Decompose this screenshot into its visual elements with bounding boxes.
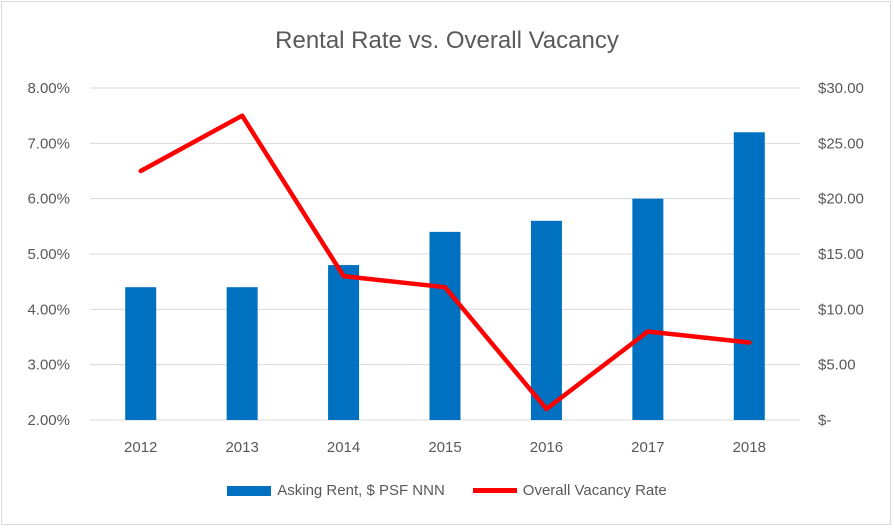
legend-swatch-bar (227, 485, 272, 496)
x-tick-label: 2016 (530, 439, 563, 456)
x-tick-label: 2012 (124, 439, 157, 456)
x-tick-label: 2015 (428, 439, 461, 456)
bar-asking-rent (328, 265, 360, 420)
x-axis-ticks: 2012 2013 2014 2015 2016 2017 2018 (124, 439, 766, 456)
right-tick-label: $10.00 (818, 301, 864, 318)
chart-title: Rental Rate vs. Overall Vacancy (275, 27, 619, 54)
bar-asking-rent (530, 220, 562, 420)
line-series (138, 113, 752, 412)
bar-asking-rent (632, 198, 664, 420)
right-tick-label: $15.00 (818, 246, 864, 263)
right-tick-label: $5.00 (818, 357, 856, 374)
right-axis-ticks: $- $5.00 $10.00 $15.00 $20.00 $25.00 $30.00 (818, 80, 864, 429)
bar-asking-rent (226, 287, 258, 420)
bar-asking-rent (125, 287, 157, 420)
x-tick-label: 2017 (631, 439, 664, 456)
legend: Asking Rent, $ PSF NNN Overall Vacancy R… (0, 482, 894, 499)
left-tick-label: 8.00% (27, 80, 70, 97)
x-tick-label: 2013 (225, 439, 258, 456)
left-axis-ticks: 2.00% 3.00% 4.00% 5.00% 6.00% 7.00% 8.00% (27, 80, 70, 429)
legend-item-vacancy: Overall Vacancy Rate (472, 482, 667, 499)
left-tick-label: 4.00% (27, 301, 70, 318)
right-tick-label: $- (818, 412, 831, 429)
left-tick-label: 5.00% (27, 246, 70, 263)
legend-label-vacancy: Overall Vacancy Rate (522, 482, 667, 499)
bar-asking-rent (733, 132, 765, 420)
legend-item-asking-rent: Asking Rent, $ PSF NNN (227, 482, 445, 499)
right-tick-label: $30.00 (818, 80, 864, 97)
left-tick-label: 2.00% (27, 412, 70, 429)
left-tick-label: 7.00% (27, 135, 70, 152)
right-tick-label: $20.00 (818, 191, 864, 208)
x-tick-label: 2018 (733, 439, 766, 456)
bar-series (125, 132, 765, 420)
right-tick-label: $25.00 (818, 135, 864, 152)
left-tick-label: 6.00% (27, 191, 70, 208)
x-tick-label: 2014 (327, 439, 360, 456)
legend-swatch-line (472, 488, 517, 493)
left-tick-label: 3.00% (27, 357, 70, 374)
bar-asking-rent (429, 231, 461, 420)
legend-label-asking-rent: Asking Rent, $ PSF NNN (277, 482, 445, 499)
